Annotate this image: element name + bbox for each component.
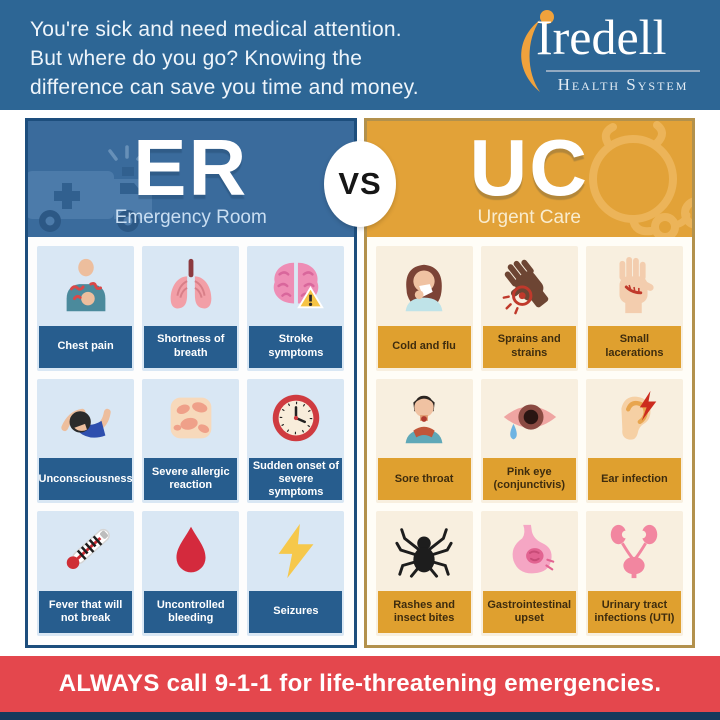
unconscious-person-icon xyxy=(37,379,134,459)
uc-item-sore-throat: Sore throat xyxy=(375,378,473,504)
er-item-shortness-of-breath: Shortness of breath xyxy=(142,246,240,371)
cut-hand-icon xyxy=(586,246,683,326)
er-item-seizures: Seizures xyxy=(247,511,345,636)
er-item-label: Chest pain xyxy=(39,325,133,368)
er-item-label: Shortness of breath xyxy=(144,325,238,368)
uc-item-label: Cold and flu xyxy=(377,325,471,368)
blood-drop-icon xyxy=(142,511,239,591)
uc-item-label: Sore throat xyxy=(377,458,471,501)
uc-item-gastrointestinal-upset: Gastrointestinal upset xyxy=(480,511,578,636)
er-abbr: ER xyxy=(133,122,249,212)
lungs-icon xyxy=(142,246,239,326)
logo-name: Iredell xyxy=(536,9,667,65)
logo-tagline: Health System xyxy=(546,70,700,95)
thermometer-icon xyxy=(37,511,134,591)
spider-icon xyxy=(376,511,473,591)
er-item-fever: Fever that will not break xyxy=(37,511,135,636)
bottom-strip xyxy=(0,712,720,720)
uc-item-label: Pink eye (conjunctivis) xyxy=(482,458,576,501)
er-item-severe-allergic-reaction: Severe allergic reaction xyxy=(142,378,240,504)
logo-swoosh-icon xyxy=(521,10,554,92)
uc-item-small-lacerations: Small lacerations xyxy=(585,246,683,371)
er-panel: ER Emergency Room xyxy=(25,118,357,648)
uc-item-urinary-tract-infections: Urinary tract infections (UTI) xyxy=(585,511,683,636)
sprained-hand-icon xyxy=(481,246,578,326)
sneezing-person-icon xyxy=(376,246,473,326)
uc-abbr: UC xyxy=(469,122,590,212)
er-item-uncontrolled-bleeding: Uncontrolled bleeding xyxy=(142,511,240,636)
intro-line-1: You're sick and need medical attention. xyxy=(30,18,402,41)
uc-item-label: Gastrointestinal upset xyxy=(482,590,576,633)
er-item-label: Seizures xyxy=(249,590,343,633)
brain-warning-icon xyxy=(247,246,344,326)
sore-throat-person-icon xyxy=(376,379,473,459)
uc-item-label: Urinary tract infections (UTI) xyxy=(587,590,681,633)
skin-rash-icon xyxy=(142,379,239,459)
uc-item-label: Rashes and insect bites xyxy=(377,590,471,633)
er-grid: Chest pain Sho xyxy=(28,237,354,645)
uc-item-label: Sprains and strains xyxy=(482,325,576,368)
uc-grid: Cold and flu xyxy=(367,237,693,645)
ear-infection-icon xyxy=(586,379,683,459)
er-item-unconsciousness: Unconsciousness xyxy=(37,378,135,504)
uc-item-rashes-insect-bites: Rashes and insect bites xyxy=(375,511,473,636)
stomach-icon xyxy=(481,511,578,591)
er-item-label: Stroke symptoms xyxy=(249,325,343,368)
er-header-band: ER Emergency Room xyxy=(28,121,354,237)
er-item-label: Unconsciousness xyxy=(39,458,133,501)
intro-line-3: difference can save you time and money. xyxy=(30,76,419,99)
clock-icon xyxy=(247,379,344,459)
chest-pain-icon xyxy=(37,246,134,326)
er-item-stroke-symptoms: Stroke symptoms xyxy=(247,246,345,371)
lightning-bolt-icon xyxy=(247,511,344,591)
uc-item-cold-and-flu: Cold and flu xyxy=(375,246,473,371)
uc-item-ear-infection: Ear infection xyxy=(585,378,683,504)
uc-item-label: Small lacerations xyxy=(587,325,681,368)
er-item-sudden-onset: Sudden onset of severe symptoms xyxy=(247,378,345,504)
uc-panel: UC Urgent Care Cold and xyxy=(363,118,695,648)
er-item-label: Severe allergic reaction xyxy=(144,458,238,501)
uc-item-pink-eye: Pink eye (conjunctivis) xyxy=(480,378,578,504)
iredell-logo: Iredell Health System xyxy=(506,8,702,104)
uc-item-sprains-and-strains: Sprains and strains xyxy=(480,246,578,371)
intro-line-2: But where do you go? Knowing the xyxy=(30,47,363,70)
emergency-banner: ALWAYS call 9-1-1 for life-threatening e… xyxy=(0,656,720,712)
vs-badge: VS xyxy=(324,141,396,227)
top-header: You're sick and need medical attention. … xyxy=(0,0,720,110)
er-item-label: Fever that will not break xyxy=(39,590,133,633)
er-item-label: Uncontrolled bleeding xyxy=(144,590,238,633)
uc-header-band: UC Urgent Care xyxy=(366,121,692,237)
comparison-panels: ER Emergency Room xyxy=(25,118,695,648)
er-item-label: Sudden onset of severe symptoms xyxy=(249,458,343,501)
intro-text: You're sick and need medical attention. … xyxy=(30,15,419,102)
er-subtitle: Emergency Room xyxy=(114,206,267,228)
kidneys-bladder-icon xyxy=(586,511,683,591)
er-item-chest-pain: Chest pain xyxy=(37,246,135,371)
uc-subtitle: Urgent Care xyxy=(477,206,581,228)
pink-eye-icon xyxy=(481,379,578,459)
uc-item-label: Ear infection xyxy=(587,458,681,501)
